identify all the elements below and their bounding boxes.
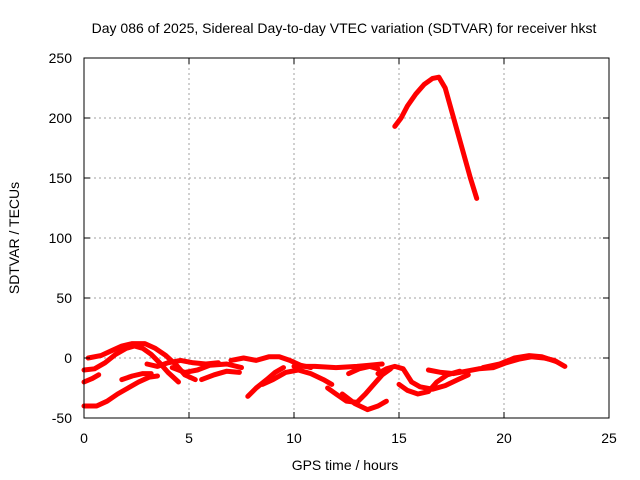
series-line-arc-13 bbox=[325, 366, 394, 405]
chart-title: Day 086 of 2025, Sidereal Day-to-day VTE… bbox=[92, 20, 597, 36]
series-line-arc-05 bbox=[119, 371, 154, 383]
axis-ticks: 0 5 10 15 20 25 -50 0 50 100 150 200 250 bbox=[49, 50, 617, 446]
x-tick-label: 0 bbox=[80, 430, 88, 446]
series-line-arc-15 bbox=[346, 363, 381, 377]
series-line-arc-10 bbox=[245, 365, 286, 399]
x-tick-label: 5 bbox=[185, 430, 193, 446]
y-tick-label: 100 bbox=[49, 230, 73, 246]
series-line-arc-08 bbox=[199, 368, 242, 383]
series-line-arc-high bbox=[392, 74, 480, 201]
x-tick-label: 15 bbox=[391, 430, 407, 446]
y-tick-label: -50 bbox=[52, 410, 72, 426]
x-tick-label: 25 bbox=[601, 430, 617, 446]
series-line-arc-16 bbox=[375, 363, 471, 392]
series-line-arc-07 bbox=[169, 361, 244, 375]
y-tick-label: 150 bbox=[49, 170, 73, 186]
series-line-arc-11 bbox=[260, 367, 335, 387]
series-group bbox=[81, 74, 568, 413]
series-line-arc-19 bbox=[480, 353, 559, 371]
series-line-arc-04 bbox=[81, 373, 160, 409]
x-axis-label: GPS time / hours bbox=[292, 457, 399, 473]
series-line-arc-06 bbox=[144, 357, 221, 369]
y-axis-label: SDTVAR / TECUs bbox=[6, 182, 22, 294]
y-tick-label: 0 bbox=[64, 350, 72, 366]
y-tick-label: 250 bbox=[49, 50, 73, 66]
series-line-arc-03 bbox=[81, 372, 102, 385]
y-tick-label: 50 bbox=[56, 290, 72, 306]
x-tick-label: 10 bbox=[286, 430, 302, 446]
x-tick-label: 20 bbox=[496, 430, 512, 446]
y-tick-label: 200 bbox=[49, 110, 73, 126]
series-line-arc-14 bbox=[339, 391, 389, 413]
